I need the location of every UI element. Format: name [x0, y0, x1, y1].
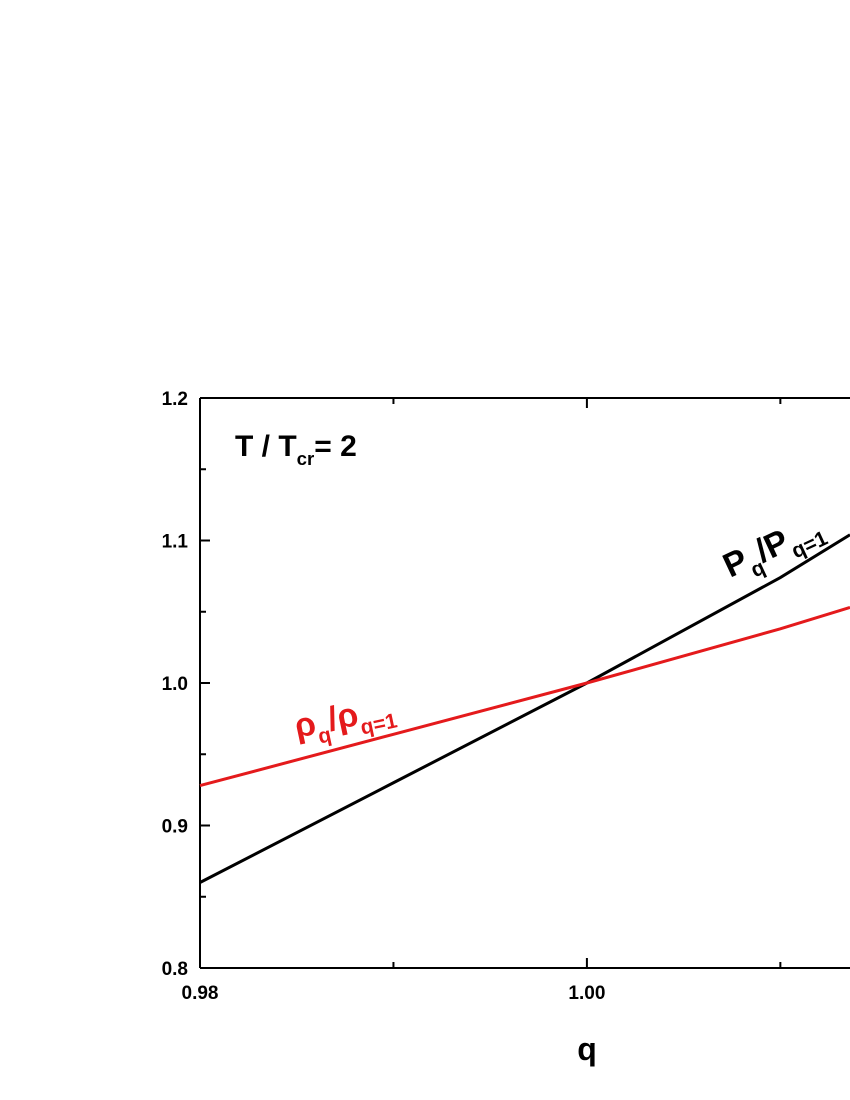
series-label-sub: q=1 — [788, 527, 831, 564]
y-tick-label: 0.8 — [162, 959, 188, 980]
series-label: ρq/ρq=1 — [291, 688, 400, 753]
annotation-sub: cr — [297, 448, 315, 469]
series-label-main: ρ — [291, 704, 319, 746]
y-tick-label: 1.1 — [162, 532, 189, 553]
annotation-main: T / T — [235, 430, 297, 463]
series-label: Pq/Pq=1 — [717, 506, 831, 591]
series-line — [199, 606, 850, 788]
x-axis-label: q — [577, 1031, 597, 1067]
x-tick-label: 1.00 — [568, 983, 605, 1004]
annotation: T / Tcr= 2 — [235, 430, 357, 469]
x-tick-label: 0.98 — [182, 983, 219, 1004]
series-label-sub: q — [316, 723, 333, 748]
y-tick-label: 0.9 — [162, 817, 188, 838]
y-tick-label: 1.2 — [162, 389, 188, 410]
annotation-main: = 2 — [314, 430, 357, 463]
series-label-main: /ρ — [324, 695, 362, 739]
y-tick-label: 1.0 — [162, 674, 188, 695]
